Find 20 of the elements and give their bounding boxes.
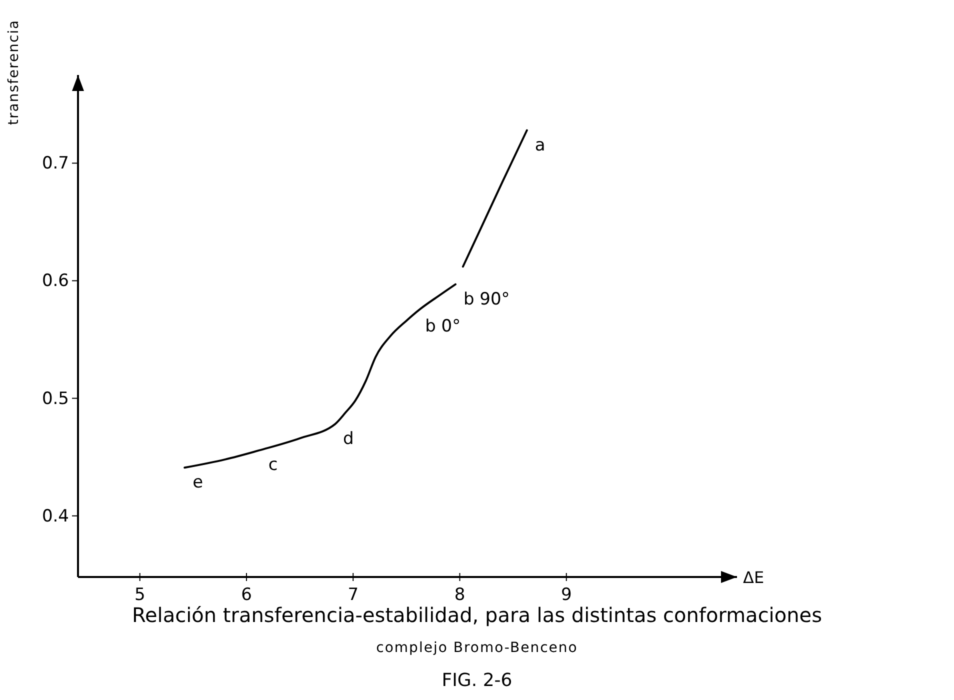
x-tick-label: 9 — [560, 585, 572, 606]
x-axis-title: ΔE — [743, 568, 764, 587]
annotation: d — [342, 429, 354, 450]
x-tick-label: 5 — [134, 585, 146, 606]
annotation: c — [268, 455, 278, 476]
y-tick-label: 0.5 — [42, 388, 69, 409]
text: Relación transferencia-estabilidad, para las distintas conformaciones — [132, 603, 822, 627]
x-tick-label: 6 — [241, 585, 252, 606]
annotation: a — [534, 135, 546, 156]
annotation: b 90° — [463, 289, 510, 310]
x-tick-label: 7 — [348, 585, 359, 606]
annotation: b 0° — [425, 316, 461, 336]
caption: FIG. 2-6 — [442, 670, 512, 691]
x-tick-label: 8 — [454, 585, 466, 606]
y-tick-label: 0.7 — [42, 154, 69, 174]
y-tick-label: 0.6 — [42, 271, 69, 292]
y-axis-title: transferencia — [6, 19, 22, 125]
text: complejo Bromo-Benceno — [376, 640, 578, 656]
annotation: e — [192, 472, 204, 493]
y-tick-label: 0.4 — [42, 506, 69, 526]
